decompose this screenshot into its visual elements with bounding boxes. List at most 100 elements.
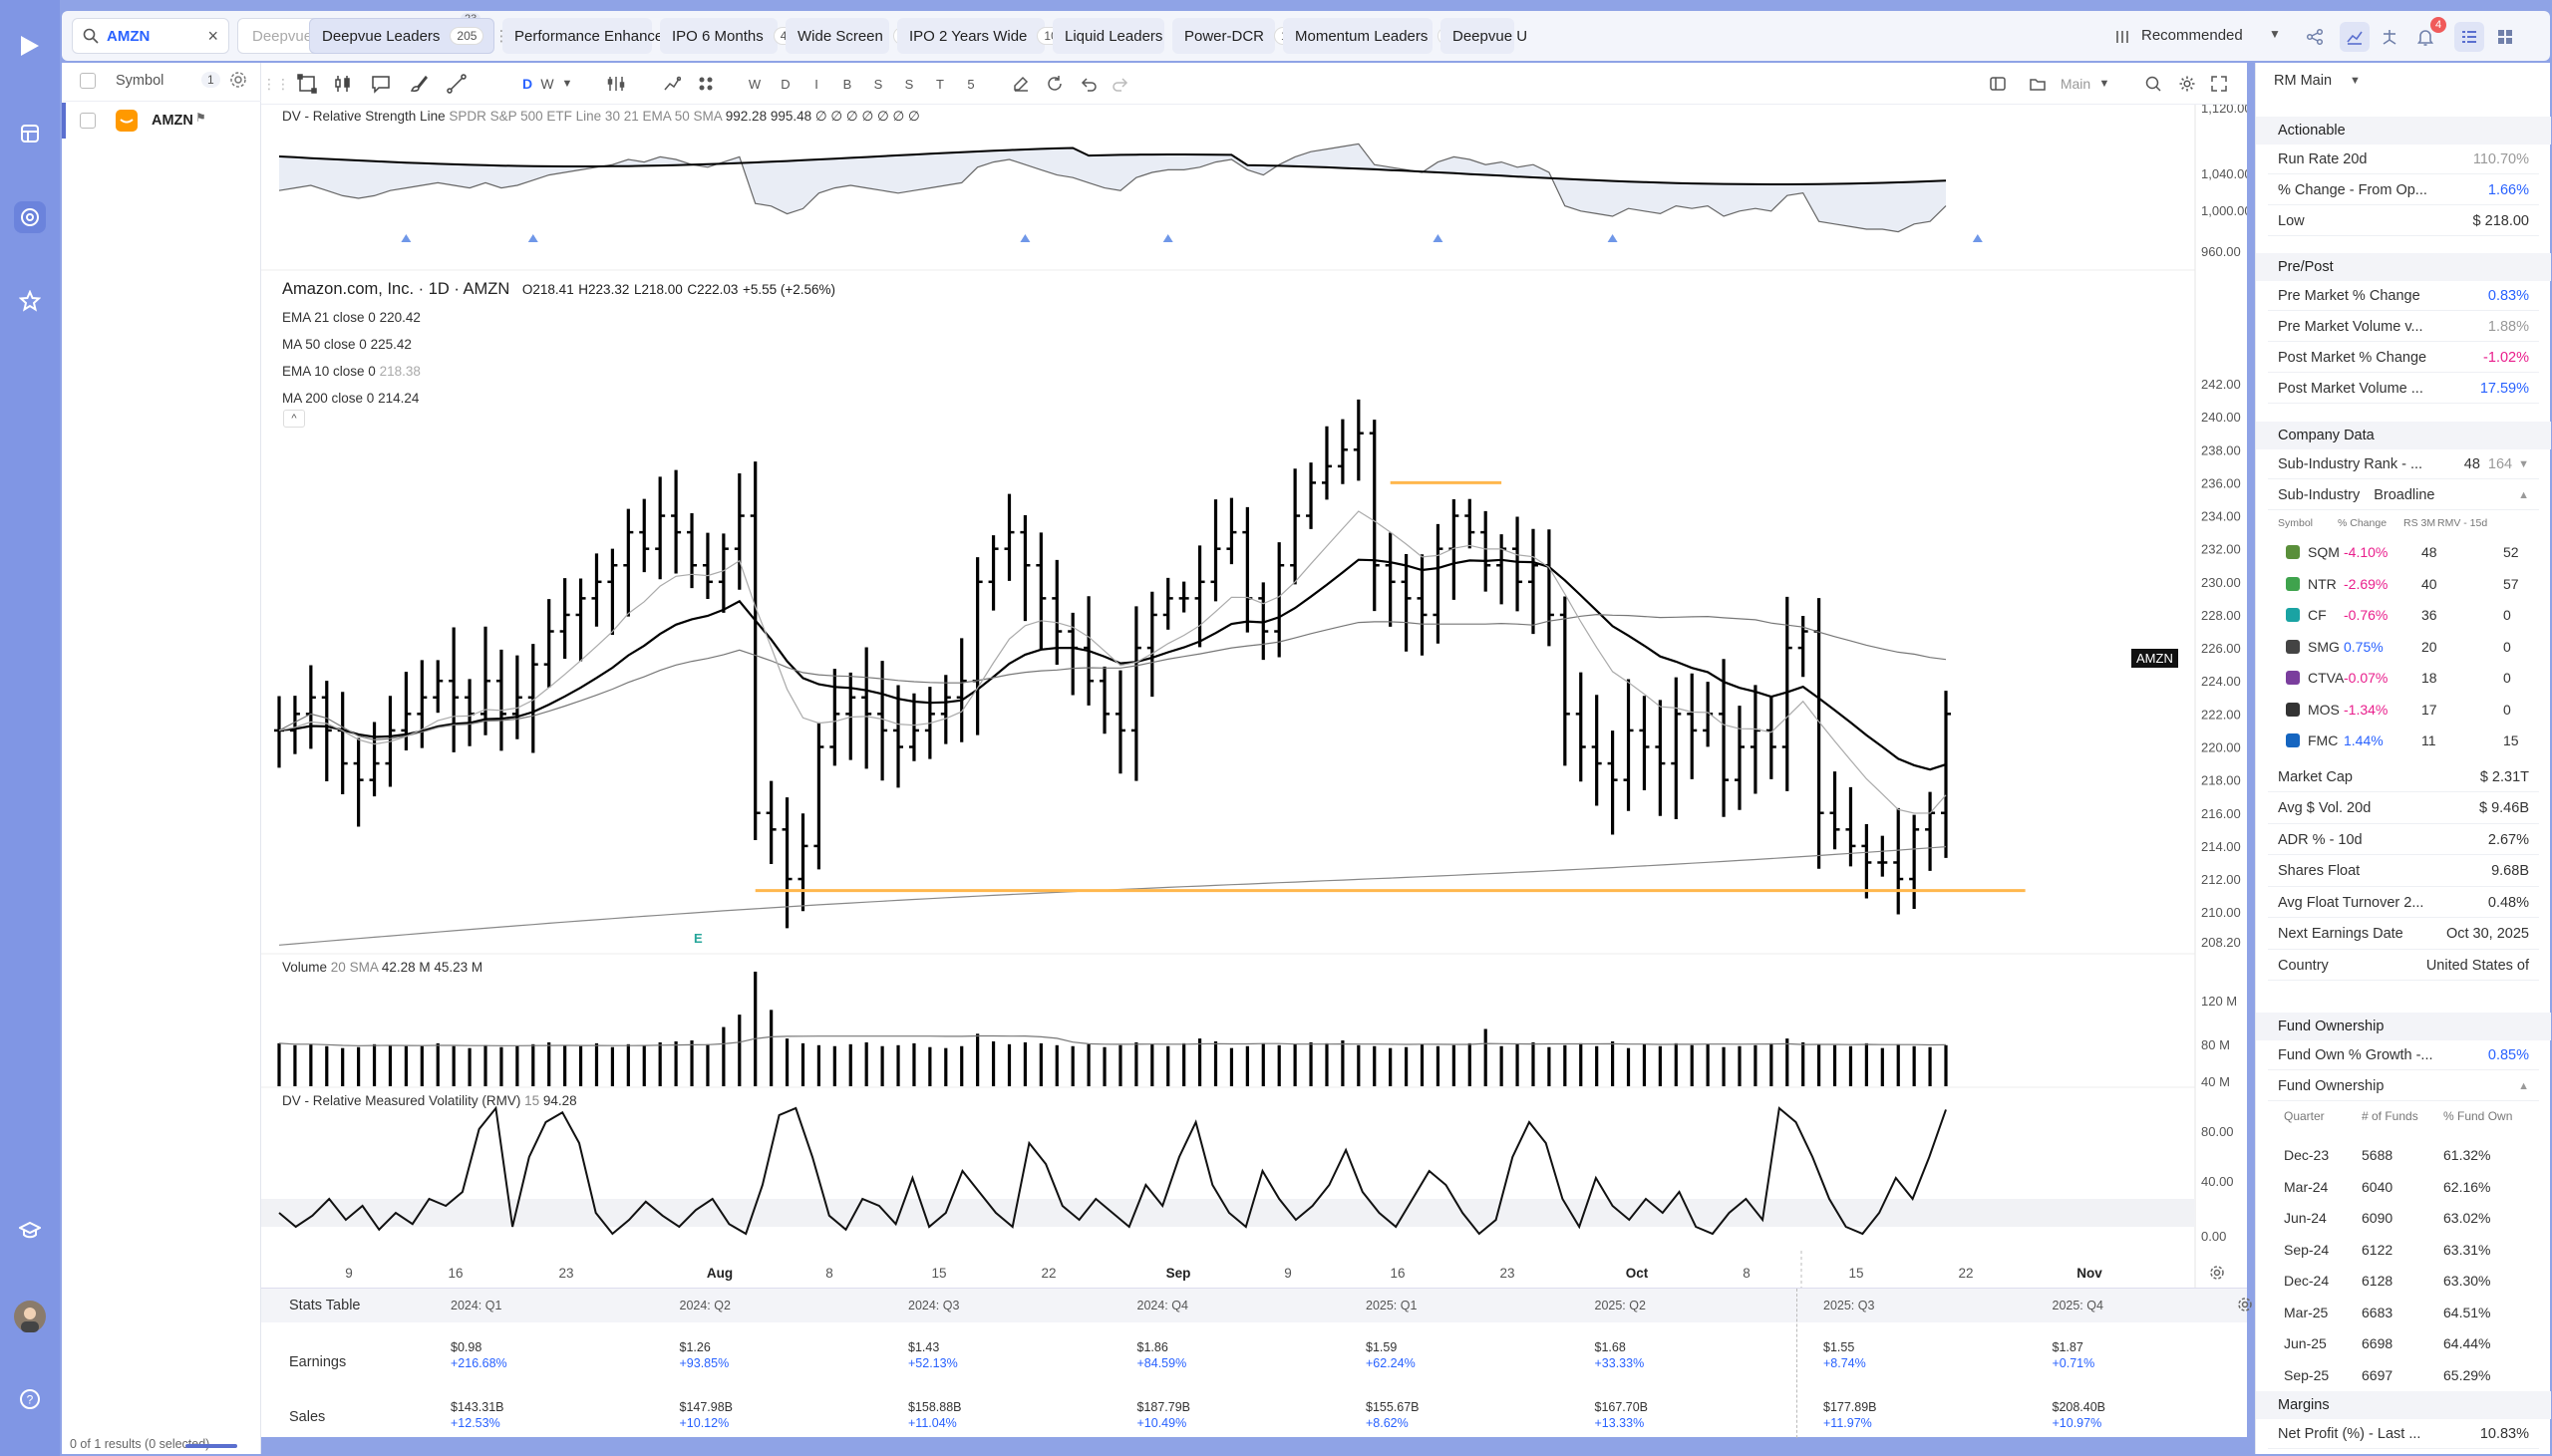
company-data-row[interactable]: Shares Float 9.68B bbox=[2268, 857, 2539, 887]
price-bar[interactable] bbox=[1100, 666, 1111, 734]
watchlist-tab[interactable]: Power-DCR102 bbox=[1172, 18, 1309, 54]
list-settings-icon[interactable] bbox=[229, 71, 247, 94]
price-bar[interactable] bbox=[1925, 791, 1936, 871]
indicator-legend-row[interactable]: EMA 10 close 0 218.38 bbox=[282, 358, 421, 385]
eraser-icon[interactable] bbox=[1009, 71, 1033, 97]
price-bar[interactable] bbox=[607, 548, 618, 635]
rs-price-line[interactable] bbox=[278, 143, 1947, 233]
dashboard-icon[interactable] bbox=[14, 118, 46, 149]
interval-chevron-icon[interactable]: ▼ bbox=[561, 78, 573, 90]
columns-icon[interactable] bbox=[2107, 22, 2137, 52]
price-bar[interactable] bbox=[1036, 532, 1047, 650]
price-bar[interactable] bbox=[337, 692, 348, 795]
price-bar[interactable] bbox=[305, 665, 316, 749]
price-bar[interactable] bbox=[687, 512, 698, 589]
chart-area[interactable]: 1,120.00 1,040.00 1,000.00 960.00 242.00 240.… bbox=[261, 101, 2252, 1289]
price-bar[interactable] bbox=[353, 737, 364, 827]
price-bar[interactable] bbox=[829, 669, 840, 766]
price-bar[interactable] bbox=[321, 681, 332, 782]
clear-search-icon[interactable]: × bbox=[207, 25, 218, 46]
price-bar[interactable] bbox=[1591, 695, 1602, 806]
price-bar[interactable] bbox=[1671, 677, 1682, 819]
rectangle-tool-icon[interactable] bbox=[293, 71, 321, 97]
rank-chevron-icon[interactable]: ▼ bbox=[2518, 457, 2529, 470]
pre-post-row[interactable]: Pre Market % Change 0.83% bbox=[2268, 281, 2539, 311]
price-bar[interactable] bbox=[845, 672, 856, 760]
peer-row[interactable]: CF -0.76% 36 0 bbox=[2256, 600, 2551, 630]
section-fund-ownership[interactable]: Fund Ownership bbox=[2256, 1013, 2551, 1040]
symbol-search[interactable]: AMZN × bbox=[72, 18, 229, 54]
price-bar[interactable] bbox=[734, 472, 745, 590]
price-bar[interactable] bbox=[1496, 534, 1507, 605]
price-bar[interactable] bbox=[527, 644, 538, 753]
company-data-row[interactable]: Avg $ Vol. 20d $ 9.46B bbox=[2268, 794, 2539, 824]
price-bar[interactable] bbox=[1639, 696, 1650, 791]
redo-icon[interactable] bbox=[1109, 71, 1132, 97]
watchlist-tab[interactable]: Wide Screen505 bbox=[786, 18, 927, 54]
list-view-icon[interactable] bbox=[2454, 22, 2484, 52]
price-bar[interactable] bbox=[1559, 596, 1570, 766]
share-icon[interactable] bbox=[2300, 22, 2330, 52]
section-company-data[interactable]: Company Data bbox=[2256, 422, 2551, 449]
price-bar[interactable] bbox=[639, 498, 650, 573]
price-bar[interactable] bbox=[798, 813, 808, 912]
scan-icon[interactable] bbox=[2375, 22, 2404, 52]
price-bar[interactable] bbox=[1480, 510, 1491, 592]
price-bar[interactable] bbox=[1385, 532, 1396, 627]
indicators-icon[interactable] bbox=[604, 71, 628, 97]
select-all-checkbox[interactable] bbox=[80, 73, 96, 89]
price-bar[interactable] bbox=[1893, 807, 1904, 915]
bell-icon[interactable] bbox=[2410, 22, 2440, 52]
ema21-line[interactable] bbox=[278, 558, 1947, 771]
help-icon[interactable]: ? bbox=[14, 1383, 46, 1415]
price-bar[interactable] bbox=[1909, 814, 1920, 910]
symbol-column-header[interactable]: Symbol bbox=[116, 73, 164, 89]
interval-button[interactable]: I bbox=[814, 76, 818, 92]
search-value[interactable]: AMZN bbox=[107, 27, 151, 45]
indicator-legend-row[interactable]: EMA 21 close 0 220.42 bbox=[282, 304, 421, 331]
chart-view-icon[interactable] bbox=[2340, 22, 2370, 52]
price-bar[interactable] bbox=[1194, 545, 1205, 648]
compare-icon[interactable] bbox=[660, 71, 684, 97]
earnings-marker[interactable]: E bbox=[694, 931, 703, 946]
price-bar[interactable] bbox=[1607, 730, 1618, 835]
list-item[interactable]: AMZN ⚑ bbox=[62, 103, 261, 139]
interval-button[interactable]: S bbox=[904, 76, 914, 92]
interval-button[interactable]: 5 bbox=[967, 76, 975, 92]
price-bar[interactable] bbox=[766, 780, 777, 864]
price-bar[interactable] bbox=[1734, 706, 1745, 810]
price-bar[interactable] bbox=[433, 660, 444, 714]
price-bar[interactable] bbox=[1781, 596, 1792, 791]
indicator-legend-row[interactable]: MA 200 close 0 214.24 bbox=[282, 385, 421, 412]
price-bar[interactable] bbox=[671, 469, 682, 574]
price-bar[interactable] bbox=[655, 476, 666, 580]
price-bar[interactable] bbox=[1337, 419, 1348, 484]
price-bar[interactable] bbox=[718, 533, 729, 613]
price-bar[interactable] bbox=[1623, 679, 1634, 811]
price-bar[interactable] bbox=[480, 626, 491, 735]
margins-row[interactable]: Net Profit (%) - Last ... 10.83% bbox=[2268, 1419, 2539, 1449]
price-bar[interactable] bbox=[782, 797, 793, 929]
price-bar[interactable] bbox=[417, 660, 428, 748]
price-bar[interactable] bbox=[591, 553, 602, 627]
price-bar[interactable] bbox=[1290, 468, 1301, 585]
price-bar[interactable] bbox=[1861, 824, 1872, 899]
table-row[interactable]: Mar-25 6683 64.51% bbox=[2256, 1297, 2551, 1326]
sub-industry-row[interactable]: Sub-Industry Broadline ▲ bbox=[2268, 480, 2539, 510]
charts-icon[interactable] bbox=[14, 201, 46, 233]
price-bar[interactable] bbox=[401, 672, 412, 750]
price-bar[interactable] bbox=[1877, 835, 1888, 877]
pre-post-row[interactable]: Pre Market Volume v... 1.88% bbox=[2268, 312, 2539, 342]
section-pre-post[interactable]: Pre/Post bbox=[2256, 253, 2551, 281]
watchlist-tab[interactable]: Momentum Leaders216 bbox=[1283, 18, 1472, 54]
interval-button[interactable]: B bbox=[842, 76, 852, 92]
undo-icon[interactable] bbox=[1077, 71, 1101, 97]
sidebar-toggle-icon[interactable] bbox=[1986, 71, 2010, 97]
price-bar[interactable] bbox=[1004, 493, 1015, 581]
interval-d-button[interactable]: D bbox=[521, 76, 533, 92]
candles-tool-icon[interactable] bbox=[329, 71, 357, 97]
price-bar[interactable] bbox=[495, 649, 506, 751]
pre-post-row[interactable]: Post Market % Change -1.02% bbox=[2268, 343, 2539, 373]
avatar[interactable] bbox=[14, 1301, 46, 1332]
interval-w-button[interactable]: W bbox=[540, 76, 554, 92]
